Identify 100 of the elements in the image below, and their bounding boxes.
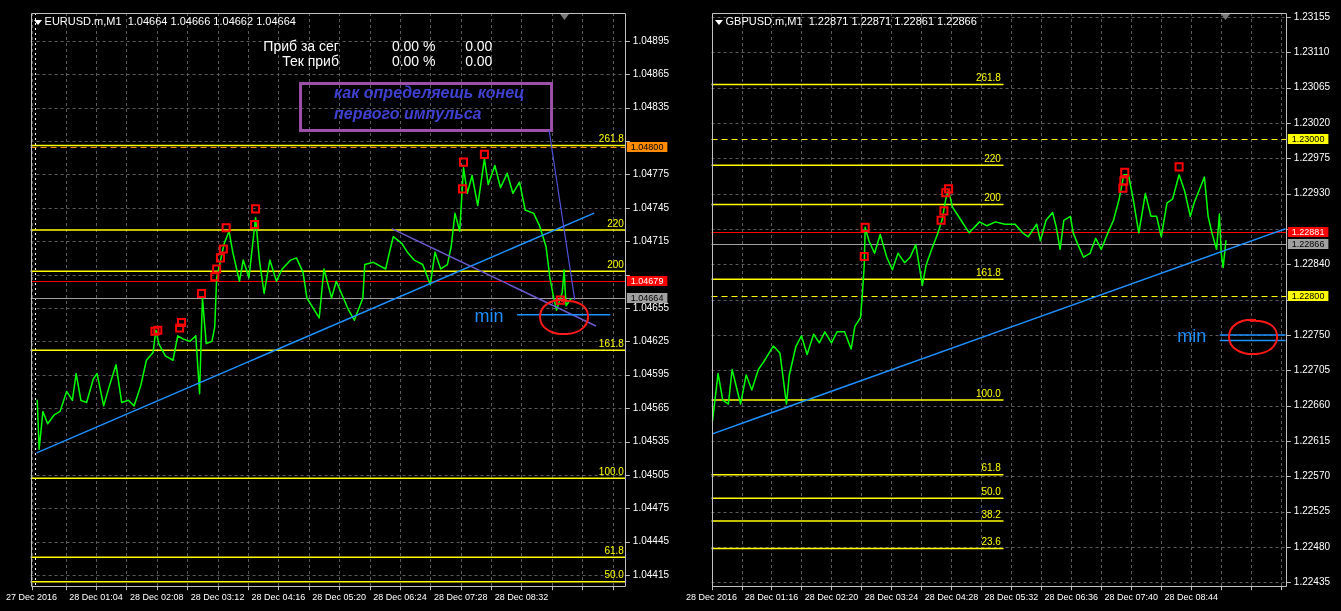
x-tick-label: 28 Dec 08:32 <box>494 592 549 603</box>
y-tick-label: 1.22570 <box>1293 470 1331 482</box>
y-tick-label: 1.22975 <box>1293 152 1331 164</box>
y-tick-label: 1.04835 <box>632 101 670 113</box>
series-label: 61.8 <box>604 545 625 557</box>
annotation: как определяешь конец первого импульса <box>334 84 525 123</box>
point <box>251 204 261 214</box>
y-tick-label: 1.04535 <box>632 435 670 447</box>
ref-line-label: 1.22866 <box>1291 238 1325 249</box>
y-tick-label: 1.04475 <box>632 502 670 514</box>
x-tick-label: 28 Dec 03:12 <box>190 592 245 603</box>
series-label: 261.8 <box>598 133 625 145</box>
series-label: 161.8 <box>598 337 625 349</box>
y-tick-label: 1.04775 <box>632 168 670 180</box>
series-label: 220 <box>984 153 1002 165</box>
series-label: min <box>1177 325 1207 346</box>
point <box>458 184 468 194</box>
x-tick-label: 28 Dec 03:24 <box>864 592 919 603</box>
series-label: 50.0 <box>604 569 625 581</box>
x-tick-label: 28 Dec 06:24 <box>373 592 427 603</box>
series-label: min <box>474 305 504 326</box>
point <box>210 272 220 282</box>
annotation: Тек приб <box>282 52 339 69</box>
y-tick-label: 1.04565 <box>632 401 670 413</box>
y-tick-label: 1.04895 <box>632 34 670 46</box>
y-tick-label: 1.04865 <box>632 67 670 79</box>
annotation: 0.00 <box>465 37 493 54</box>
y-tick-label: 1.23110 <box>1293 46 1330 58</box>
y-tick-label: 1.22660 <box>1293 399 1331 411</box>
y-tick-label: 1.04445 <box>632 535 670 547</box>
y-tick-label: 1.22525 <box>1293 505 1331 517</box>
annotation: 0.00 <box>465 52 493 69</box>
x-tick-label: 28 Dec 06:36 <box>1044 592 1099 603</box>
chart-title: GBPUSD.m,M1 1.22871 1.22871 1.22861 1.22866 <box>725 15 977 28</box>
point <box>175 323 185 333</box>
y-tick-label: 1.04505 <box>632 468 670 480</box>
y-tick-label: 1.04715 <box>632 234 670 246</box>
x-tick-label: 28 Dec 08:44 <box>1164 592 1219 603</box>
point <box>218 244 228 254</box>
y-tick-label: 1.04595 <box>632 368 670 380</box>
series-label: 200 <box>984 192 1002 204</box>
chart-title: EURUSD.m,M1 1.04664 1.04666 1.04662 1.04664 <box>44 15 296 28</box>
series-label: 50.0 <box>981 486 1002 498</box>
x-tick-label: 28 Dec 02:20 <box>804 592 859 603</box>
ref-line-label: 1.04800 <box>630 141 664 152</box>
y-tick-label: 1.04745 <box>632 201 670 213</box>
y-tick-label: 1.04655 <box>632 301 670 313</box>
point <box>196 288 207 299</box>
x-tick-label: 28 Dec 04:28 <box>924 592 979 603</box>
annotation: 0.00 % <box>391 37 436 54</box>
x-tick-label: 28 Dec 01:04 <box>69 592 123 603</box>
annotation: Приб за сег <box>263 37 339 54</box>
x-tick-label: 28 Dec 07:28 <box>433 592 488 603</box>
y-tick-label: 1.04625 <box>632 335 670 347</box>
x-tick-label: 27 Dec 2016 <box>6 592 58 603</box>
y-tick-label: 1.22840 <box>1293 258 1331 270</box>
x-tick-label: 28 Dec 04:16 <box>251 592 306 603</box>
series-label: 220 <box>607 217 625 229</box>
point <box>1120 167 1130 177</box>
point <box>1119 176 1129 186</box>
point <box>1118 183 1128 193</box>
series-label: 61.8 <box>981 462 1002 474</box>
series-label: 200 <box>607 258 625 270</box>
point <box>177 317 187 327</box>
y-tick-label: 1.22615 <box>1293 434 1331 446</box>
point <box>479 149 489 159</box>
y-tick-label: 1.23065 <box>1293 81 1331 93</box>
point <box>941 188 951 198</box>
x-tick-label: 28 Dec 2016 <box>686 592 738 603</box>
y-tick-label: 1.22930 <box>1293 187 1331 199</box>
annotation: 0.00 % <box>391 52 436 69</box>
y-tick-label: 1.22750 <box>1293 328 1331 340</box>
point <box>944 184 954 194</box>
y-tick-label: 1.22435 <box>1293 576 1331 588</box>
x-tick-label: 28 Dec 01:16 <box>744 592 799 603</box>
point <box>939 206 949 216</box>
point <box>859 251 869 261</box>
series-label: 261.8 <box>975 72 1002 84</box>
point <box>212 264 222 274</box>
series-label: 38.2 <box>981 508 1002 520</box>
y-tick-label: 1.23020 <box>1293 116 1331 128</box>
x-tick-label: 28 Dec 02:08 <box>130 592 184 603</box>
x-tick-label: 28 Dec 05:20 <box>312 592 366 603</box>
ref-line-label: 1.22881 <box>1291 226 1325 237</box>
point <box>458 157 469 167</box>
ref-line-label: 1.04664 <box>630 292 664 303</box>
point <box>221 223 231 233</box>
ref-line-label: 1.22800 <box>1291 290 1325 301</box>
y-tick-label: 1.22705 <box>1293 364 1331 376</box>
point <box>936 215 946 225</box>
point <box>860 222 870 232</box>
y-tick-label: 1.23155 <box>1293 10 1331 22</box>
point <box>250 219 260 230</box>
ref-line-label: 1.04679 <box>630 275 664 286</box>
series-label: 23.6 <box>981 536 1002 548</box>
series-label: 100.0 <box>975 387 1002 399</box>
ref-line-label: 1.23000 <box>1291 133 1325 144</box>
point <box>555 295 565 305</box>
point <box>215 253 225 263</box>
y-tick-label: 1.22480 <box>1293 540 1331 552</box>
